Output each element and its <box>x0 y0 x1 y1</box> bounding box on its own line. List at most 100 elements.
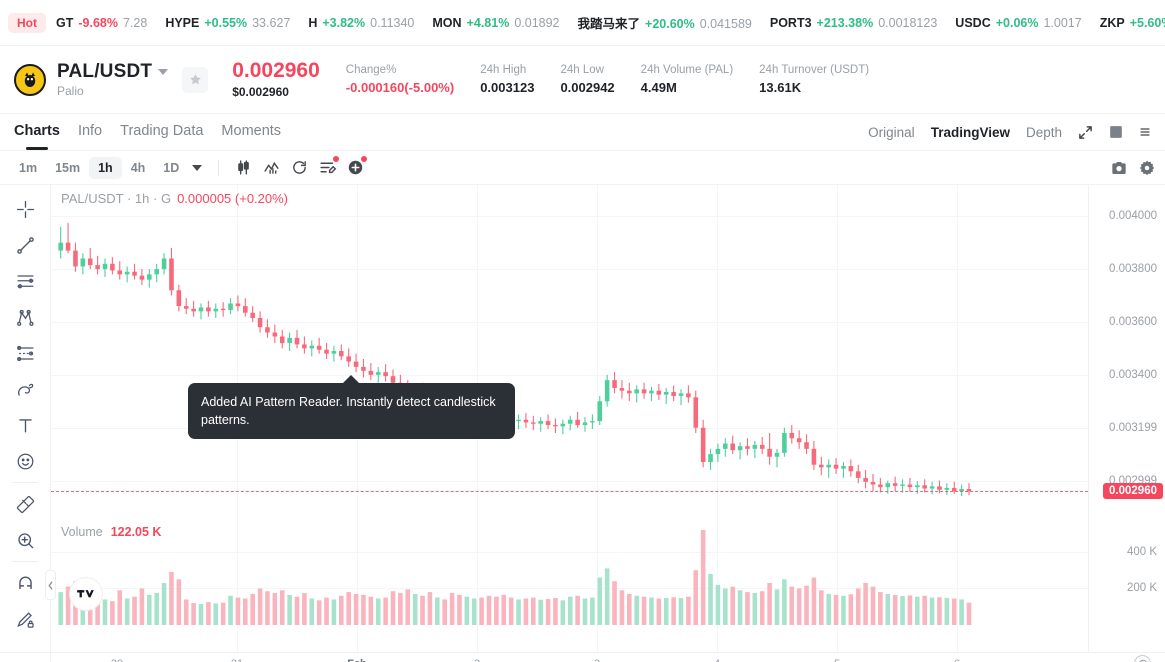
drawing-toolbar <box>0 185 56 652</box>
ticker-price: 0.0018123 <box>878 15 938 30</box>
pair-name-block[interactable]: PAL/USDT Palio <box>57 61 169 98</box>
pair-dropdown-caret-icon[interactable] <box>158 69 169 75</box>
view-option-depth[interactable]: Depth <box>1025 124 1062 140</box>
view-option-original[interactable]: Original <box>868 124 915 140</box>
time-axis-tick: 4 <box>714 658 720 662</box>
chart-canvas[interactable]: PAL/USDT · 1h · G 0.000005 (+0.20%) Volu… <box>51 185 1165 652</box>
ticker-price: 0.11340 <box>370 15 415 30</box>
hot-badge: Hot <box>8 12 46 33</box>
ticker-symbol: 我踏马来了 <box>577 17 641 31</box>
coin-logo-icon <box>14 63 46 96</box>
ticker-symbol: GT <box>56 15 74 30</box>
ticker-item[interactable]: MON +4.81% 0.01892 <box>432 16 559 30</box>
grid-vline <box>837 185 838 652</box>
timeframe-1h[interactable]: 1h <box>89 156 122 179</box>
last-price-usd: $0.002960 <box>232 84 289 99</box>
trend-line-tool-icon[interactable] <box>8 227 42 263</box>
ticker-item[interactable]: GT -9.68% 7.28 <box>56 16 147 30</box>
magnet-mode-icon[interactable] <box>8 565 42 601</box>
chart-view-options: Original TradingView Depth <box>868 125 1151 140</box>
volume-legend-value: 122.05 K <box>110 525 162 539</box>
volume-axis-tick: 200 K <box>1126 582 1157 595</box>
grid-line <box>51 321 1088 323</box>
price-axis[interactable]: 0.004000 0.003800 0.003600 0.003400 0.003199… <box>1088 185 1165 652</box>
ticker-item[interactable]: HYPE +0.55% 33.627 <box>165 16 290 30</box>
collapse-drawing-toolbar-button[interactable] <box>45 570 56 600</box>
pair-stat-value: 0.003123 <box>480 80 535 95</box>
timeframe-1D[interactable]: 1D <box>163 160 180 175</box>
tradingview-logo-icon[interactable] <box>69 577 103 611</box>
pitchfork-tool-icon[interactable] <box>8 299 42 335</box>
candlestick-type-icon[interactable] <box>229 155 257 181</box>
pair-stat: Change% -0.000160(-5.00%) <box>346 64 454 95</box>
pair-title: PAL/USDT <box>57 61 153 82</box>
time-axis[interactable]: 30 31 Feb 2 3 4 5 6 <box>51 652 1165 662</box>
timeframe-15m[interactable]: 15m <box>55 160 81 175</box>
last-price: 0.002960 <box>232 59 320 83</box>
fib-retracement-tool-icon[interactable] <box>8 335 42 371</box>
tab-info[interactable]: Info <box>77 123 103 139</box>
horizontal-lines-tool-icon[interactable] <box>8 263 42 299</box>
ticker-price: 33.627 <box>252 15 291 30</box>
ticker-change: +213.38% <box>816 15 874 30</box>
emoji-tool-icon[interactable] <box>8 443 42 479</box>
crosshair-tool-icon[interactable] <box>8 191 42 227</box>
tab-charts[interactable]: Charts <box>14 114 60 150</box>
more-menu-icon[interactable] <box>1139 125 1151 139</box>
feature-announcement-tooltip[interactable]: Added AI Pattern Reader. Instantly detec… <box>188 374 515 440</box>
current-price-tag: 0.002960 <box>1103 483 1163 500</box>
chart-legend-change: 0.000005 (+0.20%) <box>177 191 289 206</box>
fullscreen-icon[interactable] <box>1078 125 1093 140</box>
grid-line-volume <box>51 588 1088 590</box>
indicators-icon[interactable] <box>257 155 285 181</box>
toolbar-divider <box>218 159 220 176</box>
ticker-change: +4.81% <box>466 15 510 30</box>
pair-stat: 24h Turnover (USDT) 13.61K <box>759 64 869 95</box>
ticker-item[interactable]: ZKP+5.60%0.08484 <box>1100 16 1165 30</box>
tab-trading-data[interactable]: Trading Data <box>120 123 204 139</box>
grid-line <box>51 216 1088 218</box>
chart-settings-gear-icon[interactable] <box>1139 160 1155 176</box>
ticker-price: 1.0017 <box>1043 15 1082 30</box>
section-tab-bar: Charts Info Trading Data Moments Original Tr… <box>0 114 1165 151</box>
ticker-item[interactable]: USDC +0.06% 1.0017 <box>955 16 1081 30</box>
timeframe-4h[interactable]: 4h <box>130 160 146 175</box>
measure-ruler-icon[interactable] <box>8 486 42 522</box>
layout-square-icon[interactable] <box>1109 125 1123 139</box>
ticker-symbol: ZKP <box>1099 15 1125 30</box>
favorite-star-button[interactable] <box>182 66 209 93</box>
pair-stat-label: 24h Low <box>560 64 604 76</box>
grid-line-volume <box>51 551 1088 553</box>
ticker-symbol: HYPE <box>165 15 200 30</box>
time-axis-tick: 2 <box>474 658 480 662</box>
ticker-item[interactable]: H +3.82% 0.11340 <box>308 16 414 30</box>
pair-stat-value: 4.49M <box>640 80 677 95</box>
pair-stat: 24h Low 0.002942 <box>560 64 614 95</box>
add-indicator-icon[interactable] <box>341 155 369 181</box>
time-axis-tick: 5 <box>834 658 840 662</box>
grid-vline <box>717 185 718 652</box>
zoom-in-icon[interactable] <box>8 522 42 558</box>
drawing-toolbar-divider <box>12 482 38 483</box>
tab-moments[interactable]: Moments <box>221 123 282 139</box>
chart-area: PAL/USDT · 1h · G 0.000005 (+0.20%) Volu… <box>0 185 1165 652</box>
view-option-tradingview[interactable]: TradingView <box>930 124 1010 140</box>
ai-pattern-reader-badge <box>333 155 340 162</box>
drawing-toolbar-divider-2 <box>12 561 38 562</box>
timeframe-more-caret-icon[interactable] <box>192 164 203 171</box>
lock-drawings-icon[interactable] <box>8 601 42 637</box>
time-axis-row: 30 31 Feb 2 3 4 5 6 <box>0 652 1165 662</box>
grid-vline <box>957 185 958 652</box>
ticker-item[interactable]: PORT3 +213.38% 0.0018123 <box>770 16 937 30</box>
camera-snapshot-icon[interactable] <box>1111 160 1127 176</box>
ai-pattern-reader-icon[interactable] <box>313 155 341 181</box>
price-axis-tick: 0.003400 <box>1109 368 1157 381</box>
pair-stat-value: 0.002942 <box>560 80 615 95</box>
text-tool-icon[interactable] <box>8 407 42 443</box>
ticker-change: +20.60% <box>645 17 695 31</box>
brush-tool-icon[interactable] <box>8 371 42 407</box>
grid-line <box>51 480 1088 482</box>
timeframe-1m[interactable]: 1m <box>19 160 38 175</box>
refresh-icon[interactable] <box>285 155 313 181</box>
ticker-item[interactable]: 我踏马来了 +20.60% 0.041589 <box>578 13 752 32</box>
